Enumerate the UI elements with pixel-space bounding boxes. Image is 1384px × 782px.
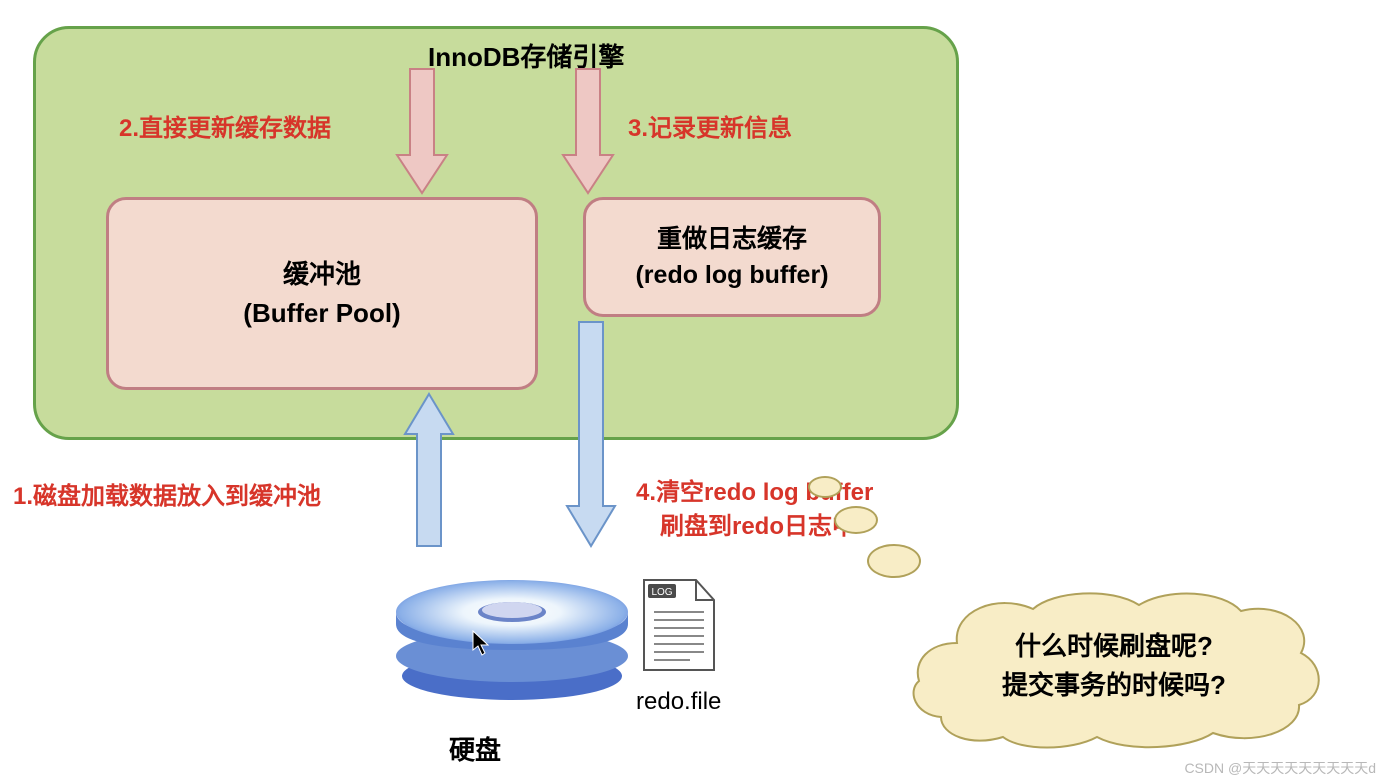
arrow-step3	[561, 67, 615, 195]
thought-bubble-3	[808, 476, 842, 498]
label-step1: 1.磁盘加载数据放入到缓冲池	[13, 476, 321, 511]
buffer-pool-line2: (Buffer Pool)	[243, 294, 400, 333]
redo-buffer-box: 重做日志缓存 (redo log buffer)	[583, 197, 881, 317]
arrow-step2	[395, 67, 449, 195]
redo-buffer-line1: 重做日志缓存	[657, 221, 807, 257]
disk-icon	[388, 548, 636, 708]
innodb-diagram: InnoDB存储引擎 缓冲池 (Buffer Pool) 重做日志缓存 (red…	[0, 0, 1384, 782]
cloud-line1: 什么时候刷盘呢?	[1015, 627, 1213, 666]
thought-bubble-2	[834, 506, 878, 534]
arrow-step1	[403, 392, 455, 548]
arrow-step4	[565, 320, 617, 548]
cursor-icon	[472, 630, 490, 656]
redo-buffer-line2: (redo log buffer)	[635, 257, 828, 293]
label-step2: 2.直接更新缓存数据	[119, 108, 331, 143]
disk-label: 硬盘	[449, 730, 501, 767]
redo-file-icon: LOG	[642, 578, 716, 672]
buffer-pool-box: 缓冲池 (Buffer Pool)	[106, 197, 538, 390]
svg-text:LOG: LOG	[651, 587, 672, 598]
thought-cloud: 什么时候刷盘呢? 提交事务的时候吗?	[901, 583, 1327, 749]
label-step4b: 刷盘到redo日志中	[660, 506, 856, 541]
thought-bubble-1	[867, 544, 921, 578]
watermark: CSDN @天天天天天天天天天d	[1184, 758, 1376, 778]
buffer-pool-line1: 缓冲池	[283, 255, 361, 294]
redo-file-label: redo.file	[636, 688, 721, 716]
label-step3: 3.记录更新信息	[628, 108, 792, 143]
cloud-line2: 提交事务的时候吗?	[1002, 666, 1226, 705]
